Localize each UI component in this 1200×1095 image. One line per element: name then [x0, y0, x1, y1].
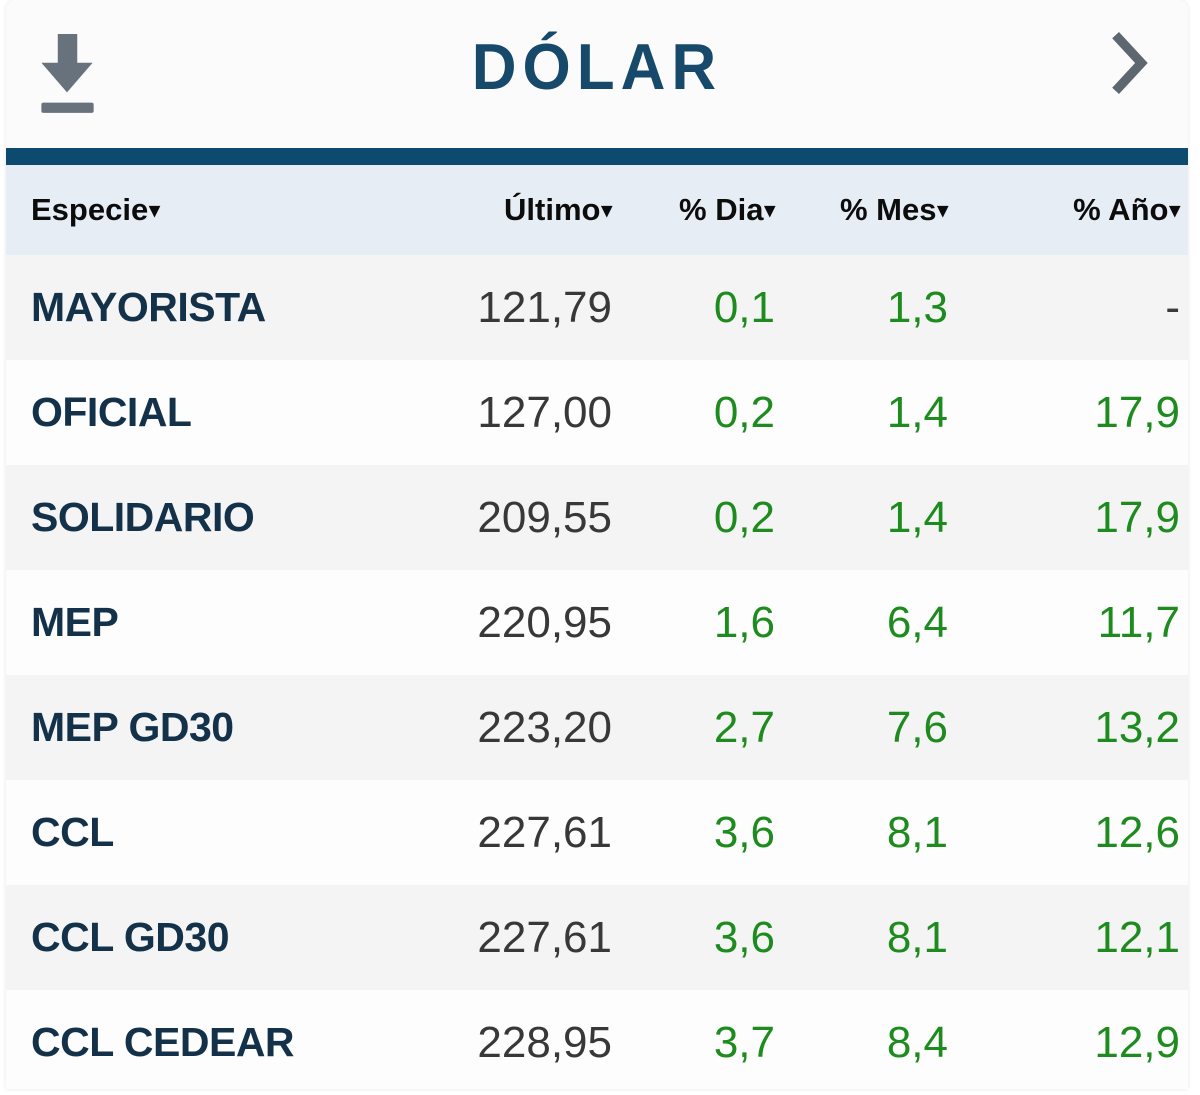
pct-mes-value: 6,4	[886, 597, 948, 647]
table-row: CCL CEDEAR 228,95 3,7 8,4 12,9	[6, 990, 1188, 1089]
pct-mes-value: 8,1	[886, 807, 948, 857]
especie-link[interactable]: CCL GD30	[31, 914, 230, 960]
ultimo-value: 121,79	[477, 282, 612, 332]
table-row: MAYORISTA 121,79 0,1 1,3 -	[6, 255, 1188, 360]
table-header-row: Especie▾ Último▾ % Dia▾ % Mes▾ % Año▾	[6, 165, 1188, 255]
widget-header: DÓLAR	[6, 0, 1188, 148]
pct-ano-value: 17,9	[1094, 492, 1180, 542]
column-header-ultimo[interactable]: Último▾	[504, 192, 612, 227]
table-row: SOLIDARIO 209,55 0,2 1,4 17,9	[6, 465, 1188, 570]
sort-caret-icon: ▾	[937, 199, 948, 222]
table-row: MEP GD30 223,20 2,7 7,6 13,2	[6, 675, 1188, 780]
page-title: DÓLAR	[471, 31, 723, 104]
pct-ano-value: 11,7	[1097, 597, 1180, 647]
especie-link[interactable]: MAYORISTA	[31, 284, 266, 330]
ultimo-value: 227,61	[477, 807, 612, 857]
column-header-pct-ano[interactable]: % Año▾	[1073, 192, 1180, 227]
sort-caret-icon: ▾	[1169, 199, 1180, 222]
ultimo-value: 209,55	[477, 492, 612, 542]
ultimo-value: 220,95	[477, 597, 612, 647]
sort-caret-icon: ▾	[601, 199, 612, 222]
ultimo-value: 127,00	[477, 387, 612, 437]
column-header-pct-mes[interactable]: % Mes▾	[839, 192, 948, 227]
pct-dia-value: 3,7	[713, 1017, 775, 1067]
pct-ano-value: 17,9	[1094, 387, 1180, 437]
next-panel-button[interactable]	[1106, 30, 1152, 96]
especie-link[interactable]: MEP GD30	[31, 704, 234, 750]
ultimo-value: 227,61	[477, 912, 612, 962]
pct-dia-value: 2,7	[713, 702, 775, 752]
especie-link[interactable]: MEP	[31, 599, 119, 645]
download-icon	[34, 34, 100, 119]
pct-ano-value: 12,9	[1094, 1017, 1180, 1067]
especie-link[interactable]: CCL	[31, 809, 114, 855]
pct-ano-value: 13,2	[1094, 702, 1180, 752]
pct-dia-value: 0,1	[713, 282, 775, 332]
sort-caret-icon: ▾	[149, 199, 160, 222]
table-row: OFICIAL 127,00 0,2 1,4 17,9	[6, 360, 1188, 465]
pct-mes-value: 1,3	[886, 282, 948, 332]
sort-caret-icon: ▾	[764, 199, 775, 222]
especie-link[interactable]: SOLIDARIO	[31, 494, 255, 540]
ultimo-value: 223,20	[477, 702, 612, 752]
column-header-especie[interactable]: Especie▾	[31, 192, 160, 227]
accent-divider-bar	[6, 148, 1188, 165]
pct-mes-value: 7,6	[886, 702, 948, 752]
pct-dia-value: 3,6	[713, 807, 775, 857]
pct-ano-value: 12,6	[1094, 807, 1180, 857]
table-body: MAYORISTA 121,79 0,1 1,3 - OFICIAL 127,0…	[6, 255, 1188, 1089]
table-row: CCL GD30 227,61 3,6 8,1 12,1	[6, 885, 1188, 990]
table-row: MEP 220,95 1,6 6,4 11,7	[6, 570, 1188, 675]
pct-dia-value: 0,2	[713, 492, 775, 542]
pct-dia-value: 1,6	[713, 597, 775, 647]
chevron-right-icon	[1106, 32, 1152, 99]
dolar-widget-card: DÓLAR Especie▾ Último▾ % Dia▾ % Mes▾ % A…	[6, 0, 1188, 1089]
especie-link[interactable]: CCL CEDEAR	[31, 1019, 295, 1065]
download-button[interactable]	[34, 34, 100, 116]
pct-mes-value: 1,4	[886, 492, 948, 542]
especie-link[interactable]: OFICIAL	[31, 389, 192, 435]
pct-mes-value: 8,1	[886, 912, 948, 962]
pct-mes-value: 8,4	[886, 1017, 948, 1067]
ultimo-value: 228,95	[477, 1017, 612, 1067]
pct-dia-value: 3,6	[713, 912, 775, 962]
pct-mes-value: 1,4	[886, 387, 948, 437]
pct-ano-value: 12,1	[1094, 912, 1180, 962]
column-header-pct-dia[interactable]: % Dia▾	[679, 192, 775, 227]
pct-ano-value: -	[1165, 282, 1180, 332]
pct-dia-value: 0,2	[713, 387, 775, 437]
table-row: CCL 227,61 3,6 8,1 12,6	[6, 780, 1188, 885]
